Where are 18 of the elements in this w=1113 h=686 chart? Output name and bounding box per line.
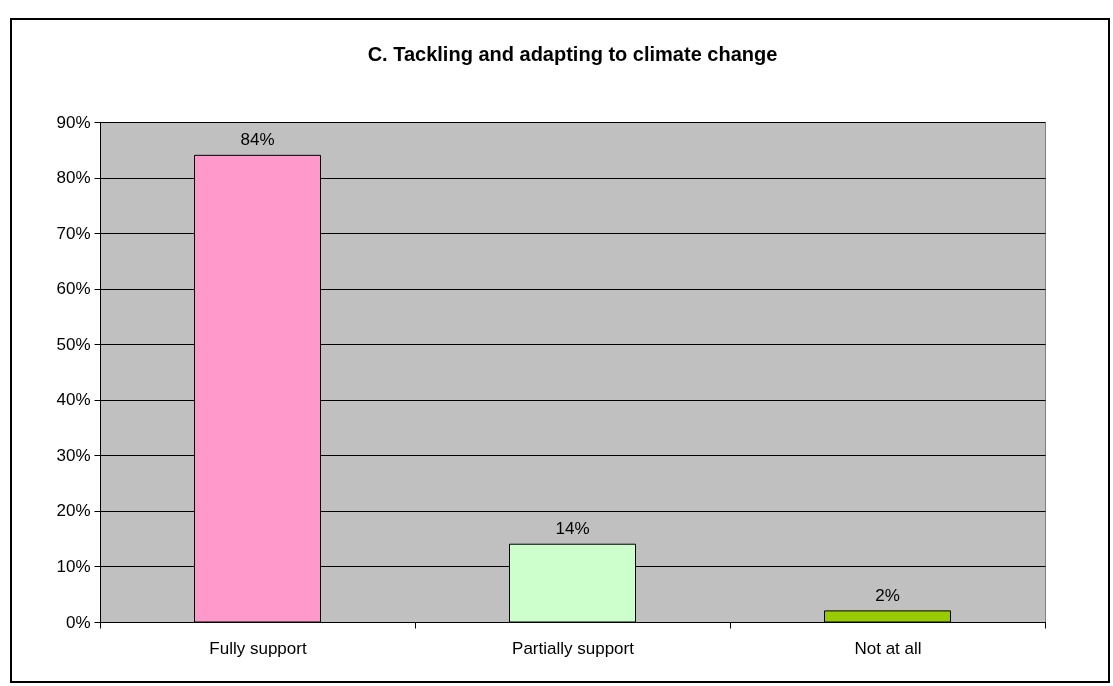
y-tick-label: 90% — [56, 112, 91, 132]
y-tick-label: 10% — [56, 556, 91, 576]
x-tick-label: Not at all — [854, 638, 922, 658]
bar — [824, 610, 951, 623]
x-tick-label: Fully support — [209, 638, 307, 658]
y-tick-label: 20% — [56, 501, 91, 521]
data-label: 14% — [555, 519, 590, 539]
x-tick-label: Partially support — [512, 638, 635, 658]
y-tick-label: 70% — [56, 223, 91, 243]
y-tick-label: 40% — [56, 390, 91, 410]
y-tick-label: 50% — [56, 334, 91, 354]
chart-title: C. Tackling and adapting to climate change — [367, 43, 778, 65]
y-tick-label: 30% — [56, 445, 91, 465]
y-tick-label: 80% — [56, 168, 91, 188]
y-tick-label: 0% — [65, 612, 91, 632]
y-tick-label: 60% — [56, 279, 91, 299]
data-label: 2% — [875, 585, 900, 605]
data-label: 84% — [240, 130, 275, 150]
